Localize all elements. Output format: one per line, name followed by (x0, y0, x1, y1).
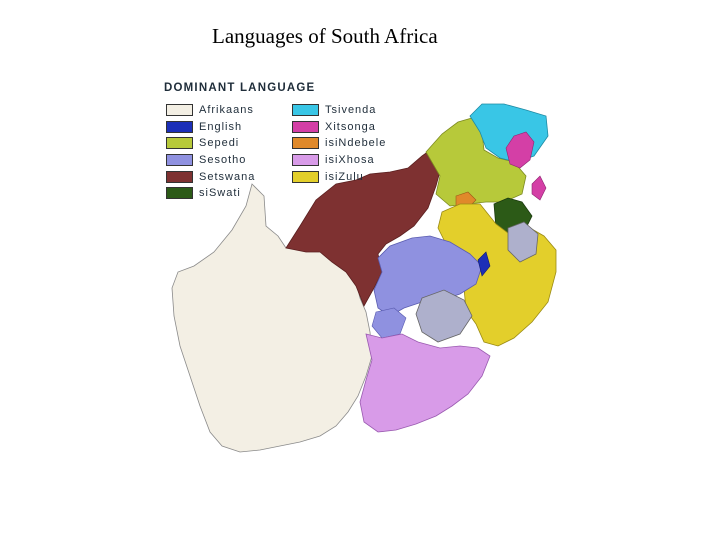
legend-item-english: English (166, 119, 255, 136)
swatch-sesotho (166, 154, 193, 167)
legend-label-isixhosa: isiXhosa (325, 154, 375, 167)
legend-title: DOMINANT LANGUAGE (164, 82, 316, 94)
legend-label-english: English (199, 120, 243, 133)
swatch-sepedi (166, 137, 193, 150)
region-sepedi (425, 117, 527, 207)
legend-item-sepedi: Sepedi (166, 135, 255, 152)
region-english (477, 251, 491, 277)
swatch-tsivenda (292, 104, 319, 117)
region-xitsonga (505, 131, 547, 201)
swatch-siswati (166, 187, 193, 200)
legend-item-tsivenda: Tsivenda (292, 102, 386, 119)
legend-right-column: Tsivenda Xitsonga isiNdebele isiXhosa is… (292, 102, 386, 185)
legend-label-xitsonga: Xitsonga (325, 120, 376, 133)
legend-item-isixhosa: isiXhosa (292, 152, 386, 169)
region-enclave-south (415, 289, 473, 343)
legend-label-isindebele: isiNdebele (325, 137, 387, 150)
swatch-setswana (166, 170, 193, 183)
legend-label-siswati: siSwati (199, 187, 241, 200)
region-sesotho-south (371, 307, 407, 339)
map-graphic (171, 103, 557, 453)
swatch-isindebele (292, 137, 319, 150)
swatch-afrikaans (166, 104, 193, 117)
swatch-xitsonga (292, 120, 319, 133)
region-enclave-north (507, 221, 539, 263)
region-isixhosa (359, 333, 491, 433)
legend-item-sesotho: Sesotho (166, 152, 255, 169)
legend-label-afrikaans: Afrikaans (199, 104, 254, 117)
legend-item-isizulu: isiZulu (292, 168, 386, 185)
region-setswana (285, 145, 443, 307)
legend-label-tsivenda: Tsivenda (325, 104, 377, 117)
legend-label-isizulu: isiZulu (325, 170, 364, 183)
swatch-isixhosa (292, 154, 319, 167)
legend-label-sesotho: Sesotho (199, 154, 247, 167)
swatch-english (166, 120, 193, 133)
legend-label-sepedi: Sepedi (199, 137, 240, 150)
legend-item-isindebele: isiNdebele (292, 135, 386, 152)
legend-item-afrikaans: Afrikaans (166, 102, 255, 119)
legend-item-xitsonga: Xitsonga (292, 119, 386, 136)
legend-label-setswana: Setswana (199, 170, 256, 183)
legend-item-siswati: siSwati (166, 185, 255, 202)
language-map: DOMINANT LANGUAGE Afrikaans English Sepe… (160, 76, 564, 456)
legend-left-column: Afrikaans English Sepedi Sesotho Setswan… (166, 102, 255, 202)
legend-item-setswana: Setswana (166, 168, 255, 185)
swatch-isizulu (292, 170, 319, 183)
slide-title: Languages of South Africa (212, 24, 438, 48)
